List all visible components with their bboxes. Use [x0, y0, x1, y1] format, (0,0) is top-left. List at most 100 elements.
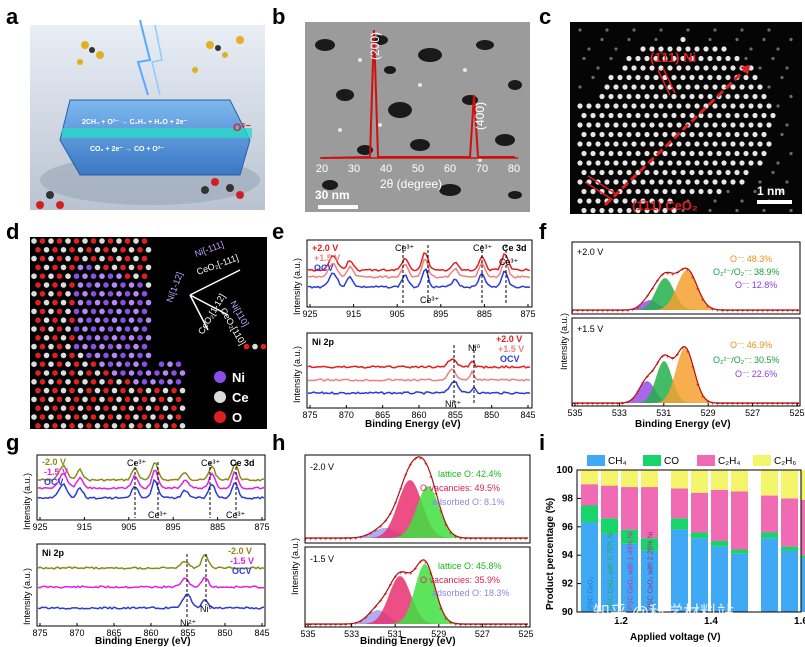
- panel-e-xps: +2.0 V +1.5 V OCV Ce³⁺ Ce³⁺ Ce³⁺ Ce³⁺ Ce…: [292, 239, 535, 430]
- g-ni0-label: Ni⁰: [200, 604, 212, 614]
- h-bot-datapoint: +: [439, 606, 443, 612]
- e-bot-tick-1: 870: [339, 410, 354, 420]
- e-top-tick-0: 925: [302, 309, 317, 319]
- f-top-datapoint: +: [771, 309, 775, 315]
- g-top-tick-4: 885: [210, 522, 225, 532]
- h-bot-datapoint: +: [434, 590, 438, 596]
- h-bot-datapoint: +: [449, 621, 453, 627]
- h-bot-datapoint: +: [379, 599, 383, 605]
- h-bot-datapoint: +: [479, 623, 483, 629]
- h-bot-datapoint: +: [309, 623, 313, 629]
- f-top-datapoint: +: [611, 309, 615, 315]
- f-bot-voltage: +1.5 V: [577, 324, 603, 334]
- f-top-datapoint: +: [751, 309, 755, 315]
- f-top-datapoint: +: [626, 309, 630, 315]
- h-bot-datapoint: +: [314, 623, 318, 629]
- h-top-datapoint: +: [439, 509, 443, 515]
- f-top-datapoint: +: [786, 309, 790, 315]
- e-bot-legend-1-5v: +1.5 V: [498, 344, 524, 354]
- f-bot-datapoint: +: [666, 355, 670, 361]
- h-top-datapoint: +: [394, 500, 398, 506]
- f-top-datapoint: +: [756, 309, 760, 315]
- e-legend-ocv: OCV: [314, 263, 334, 273]
- h-top-datapoint: +: [524, 537, 528, 543]
- h-bot-datapoint: +: [334, 623, 338, 629]
- h-tick-0: 535: [300, 629, 315, 639]
- h-tick-2: 531: [388, 629, 403, 639]
- panel-d-atomic-model: Ni[-111] CeO₂[-111] Ni[1-12] CeO₂[1-12] …: [30, 237, 267, 429]
- bar-1.2-0-CO: [581, 505, 598, 523]
- h-bot-label-3: adsorbed O: 18.3%: [432, 588, 510, 598]
- g-top-tick-3: 895: [166, 522, 181, 532]
- h-bot-datapoint: +: [489, 623, 493, 629]
- f-top-datapoint: +: [586, 309, 590, 315]
- h-bot-datapoint: +: [374, 605, 378, 611]
- f-top-datapoint: +: [716, 309, 720, 315]
- i-legend-label-2: C₂H₄: [718, 456, 740, 467]
- e-peak-3: Ce³⁺: [473, 243, 493, 253]
- f-bot-datapoint: +: [631, 397, 635, 403]
- g-legend-m1-5v: -1.5 V: [44, 467, 68, 477]
- h-top-datapoint: +: [314, 537, 318, 543]
- f-bot-datapoint: +: [726, 402, 730, 408]
- i-ylabel: Product percentage (%): [545, 498, 556, 610]
- ceo2-plane-label: (1̄11) CeO₂: [632, 198, 698, 213]
- f-top-datapoint: +: [596, 309, 600, 315]
- h-bot-datapoint: +: [329, 623, 333, 629]
- f-bot-datapoint: +: [796, 402, 800, 408]
- f-top-datapoint: +: [636, 305, 640, 311]
- h-top-datapoint: +: [494, 537, 498, 543]
- e-bot-tick-4: 855: [448, 410, 463, 420]
- g-bot-tick-1: 870: [69, 628, 84, 638]
- bar-1.4-1-CO: [691, 532, 708, 539]
- g-ce3d-title: Ce 3d: [230, 458, 255, 468]
- f-bot-datapoint: +: [661, 355, 665, 361]
- legend-ce: Ce: [232, 390, 249, 405]
- g-bot-tick-4: 855: [180, 628, 195, 638]
- f-bot-datapoint: +: [596, 402, 600, 408]
- panel-g-xps: -2.0 V -1.5 V OCV Ce³⁺ Ce³⁺ Ce³⁺ Ce³⁺ Ce…: [22, 454, 270, 647]
- f-top-datapoint: +: [746, 309, 750, 315]
- legend-ni: Ni: [232, 370, 245, 385]
- f-bot-datapoint: +: [741, 402, 745, 408]
- panel-label-e: e: [272, 219, 285, 244]
- xrd-x-axis-label: 2θ (degree): [380, 177, 442, 191]
- h-bot-datapoint: +: [304, 623, 308, 629]
- panel-label-c: c: [539, 4, 552, 29]
- xrd-tick-1: 30: [348, 163, 360, 175]
- legend-o: O: [232, 410, 242, 425]
- f-top-datapoint: +: [651, 286, 655, 292]
- h-bot-datapoint: +: [364, 616, 368, 622]
- i-ytick-5: 100: [556, 465, 573, 476]
- f-top-datapoint: +: [661, 273, 665, 279]
- xrd-peak-400: (400): [473, 102, 487, 130]
- bar-1.2-3-C2H4: [641, 487, 658, 539]
- f-top-datapoint: +: [676, 271, 680, 277]
- bar-1.2-2-C2H4: [621, 487, 638, 530]
- panel-f: f + + + + + + + + + + + + + + + + + + + + + + + + + + + + + + + + + + + + + +…: [535, 215, 805, 430]
- f-top-datapoint: +: [726, 309, 730, 315]
- g-bot-tick-5: 850: [217, 628, 232, 638]
- f-tick-3: 529: [701, 408, 716, 418]
- h-top-label-3: adsorbed O: 8.1%: [432, 497, 505, 507]
- bar-1.6-0-C2H6: [761, 470, 778, 496]
- f-top-datapoint: +: [711, 308, 715, 314]
- f-bot-datapoint: +: [766, 402, 770, 408]
- bar-1.6-1-CO: [781, 546, 798, 551]
- f-bot-datapoint: +: [731, 402, 735, 408]
- h-bot-datapoint: +: [394, 574, 398, 580]
- f-top-datapoint: +: [666, 271, 670, 277]
- h-bot-voltage: -1.5 V: [310, 554, 334, 564]
- h-tick-3: 529: [431, 629, 446, 639]
- e-peak-2: Ce³⁺: [420, 295, 440, 305]
- bar-1.4-1-C2H6: [691, 470, 708, 493]
- h-tick-5: 525: [518, 629, 533, 639]
- f-bot-datapoint: +: [746, 402, 750, 408]
- h-top-datapoint: +: [369, 532, 373, 538]
- h-top-datapoint: +: [319, 537, 323, 543]
- g-ni2p-title: Ni 2p: [42, 548, 65, 558]
- h-bot-datapoint: +: [459, 623, 463, 629]
- panel-c: c (1̄11) Ni (1̄11) CeO₂ 1 nm: [535, 0, 805, 215]
- h-top-datapoint: +: [509, 537, 513, 543]
- f-top-datapoint: +: [781, 309, 785, 315]
